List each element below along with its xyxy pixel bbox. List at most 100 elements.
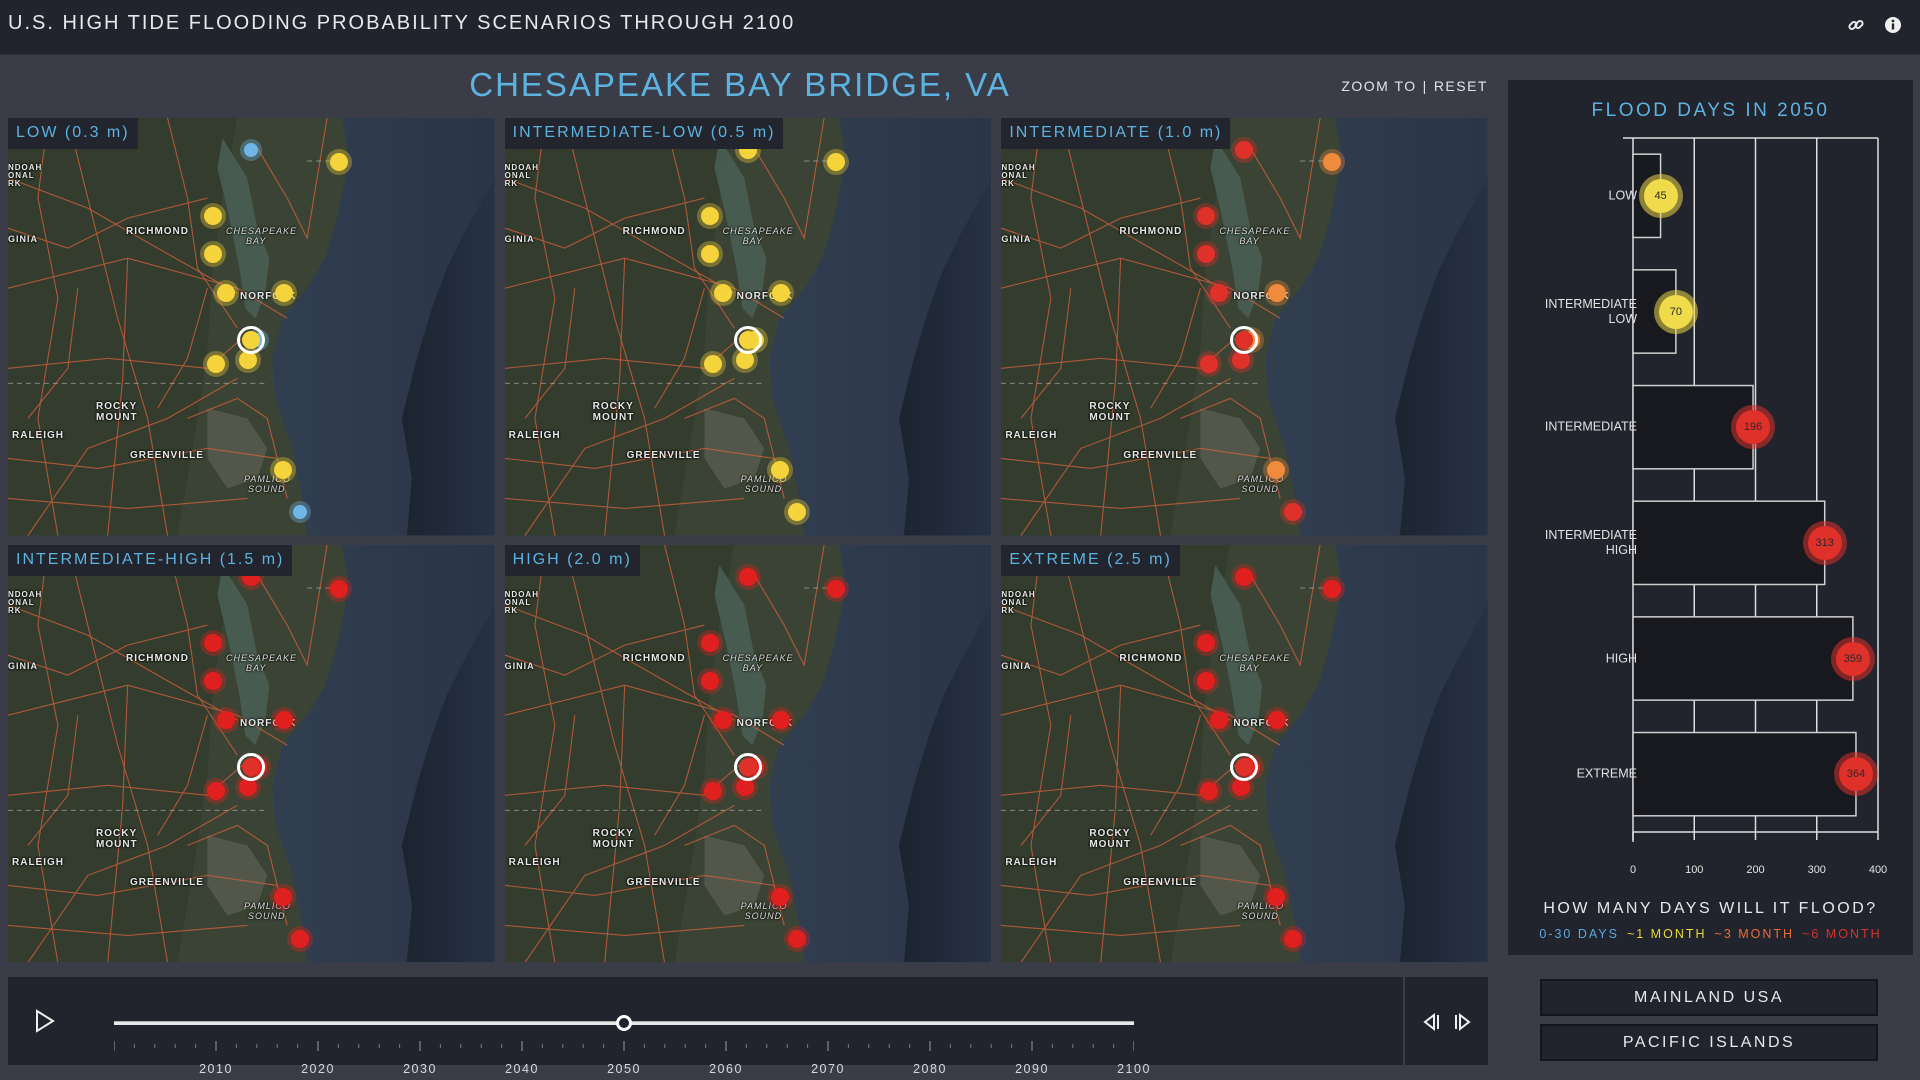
- selected-station-ring[interactable]: [1230, 752, 1259, 781]
- tide-gauge-marker[interactable]: [1268, 284, 1287, 302]
- step-forward-button[interactable]: [1451, 1011, 1473, 1033]
- selected-station-ring[interactable]: [733, 326, 762, 354]
- scenario-map-1[interactable]: LOW (0.3 m) NDOAH ONAL RK GINIA RICHMOND…: [8, 118, 495, 536]
- tide-gauge-marker[interactable]: [207, 355, 225, 373]
- bar[interactable]: [1632, 384, 1754, 470]
- tide-gauge-marker[interactable]: [1267, 461, 1286, 479]
- pacific-islands-button[interactable]: PACIFIC ISLANDS: [1540, 1024, 1878, 1061]
- tide-gauge-marker[interactable]: [738, 567, 757, 586]
- tide-gauge-marker[interactable]: [204, 245, 222, 263]
- mainland-usa-button[interactable]: MAINLAND USA: [1540, 979, 1878, 1016]
- tide-gauge-marker[interactable]: [330, 579, 348, 598]
- selected-station-ring[interactable]: [733, 752, 762, 781]
- selected-station-ring[interactable]: [1230, 326, 1259, 354]
- tide-gauge-marker[interactable]: [1197, 207, 1216, 225]
- bar[interactable]: [1632, 616, 1854, 701]
- tide-gauge-marker[interactable]: [713, 284, 732, 302]
- bar[interactable]: [1632, 500, 1826, 586]
- tide-gauge-marker[interactable]: [1197, 671, 1216, 690]
- tide-gauge-marker[interactable]: [204, 207, 222, 225]
- tide-gauge-marker[interactable]: [275, 284, 293, 302]
- tide-gauge-marker[interactable]: [1268, 710, 1287, 729]
- tide-gauge-marker[interactable]: [770, 461, 789, 479]
- tide-gauge-marker[interactable]: [207, 781, 225, 800]
- tide-gauge-marker[interactable]: [1197, 245, 1216, 263]
- tide-gauge-marker[interactable]: [1232, 351, 1251, 369]
- tide-gauge-marker[interactable]: [787, 503, 806, 521]
- tide-gauge-marker[interactable]: [1284, 929, 1303, 948]
- value-bubble[interactable]: 364: [1838, 757, 1873, 792]
- bar[interactable]: [1632, 731, 1857, 817]
- tide-gauge-marker[interactable]: [1200, 781, 1219, 800]
- tide-gauge-marker[interactable]: [275, 710, 293, 729]
- tide-gauge-marker[interactable]: [217, 284, 235, 302]
- tide-gauge-marker[interactable]: [1232, 777, 1251, 796]
- scenario-map-3[interactable]: INTERMEDIATE (1.0 m) NDOAH ONAL RK GINIA…: [1001, 118, 1488, 536]
- scenario-label: INTERMEDIATE (1.0 m): [1001, 118, 1231, 149]
- tide-gauge-marker[interactable]: [330, 153, 348, 171]
- tide-gauge-marker[interactable]: [1323, 579, 1342, 598]
- tide-gauge-marker[interactable]: [274, 461, 292, 479]
- value-bubble[interactable]: 313: [1807, 525, 1842, 560]
- tide-gauge-marker[interactable]: [771, 284, 790, 302]
- place-label: BAY: [742, 236, 763, 246]
- place-label: GINIA: [8, 234, 39, 244]
- tide-gauge-marker[interactable]: [274, 887, 292, 906]
- place-label: SOUND: [248, 910, 286, 921]
- year-slider-thumb[interactable]: [616, 1015, 632, 1031]
- selected-station-ring[interactable]: [237, 326, 265, 354]
- tide-gauge-marker[interactable]: [1210, 710, 1229, 729]
- place-label: NORFOLK: [1233, 717, 1290, 729]
- tide-gauge-marker[interactable]: [735, 351, 754, 369]
- tide-gauge-marker[interactable]: [703, 355, 722, 373]
- tide-gauge-marker[interactable]: [239, 351, 257, 369]
- tide-gauge-marker[interactable]: [826, 153, 845, 171]
- step-back-button[interactable]: [1421, 1011, 1443, 1033]
- value-bubble[interactable]: 45: [1643, 178, 1678, 213]
- tide-gauge-marker[interactable]: [244, 143, 258, 157]
- tide-gauge-marker[interactable]: [217, 710, 235, 729]
- selected-station-ring[interactable]: [237, 752, 265, 781]
- tide-gauge-marker[interactable]: [1210, 284, 1229, 302]
- tide-gauge-marker[interactable]: [826, 579, 845, 598]
- tide-gauge-marker[interactable]: [713, 710, 732, 729]
- scenario-map-2[interactable]: INTERMEDIATE-LOW (0.5 m) NDOAH ONAL RK G…: [504, 118, 992, 536]
- tide-gauge-marker[interactable]: [770, 887, 789, 906]
- tide-gauge-marker[interactable]: [1284, 503, 1303, 521]
- zoom-to-link[interactable]: ZOOM TO: [1341, 78, 1417, 94]
- tide-gauge-marker[interactable]: [291, 929, 309, 948]
- scenario-map-6[interactable]: EXTREME (2.5 m) NDOAH ONAL RK GINIA RICH…: [1001, 544, 1488, 962]
- tide-gauge-marker[interactable]: [1323, 153, 1342, 171]
- tide-gauge-marker[interactable]: [700, 671, 719, 690]
- link-icon[interactable]: [1845, 14, 1867, 36]
- tide-gauge-marker[interactable]: [771, 710, 790, 729]
- scenario-map-4[interactable]: INTERMEDIATE-HIGH (1.5 m) NDOAH ONAL RK …: [8, 544, 495, 962]
- tide-gauge-marker[interactable]: [787, 929, 806, 948]
- scenario-map-5[interactable]: HIGH (2.0 m) NDOAH ONAL RK GINIA RICHMON…: [504, 544, 992, 962]
- tide-gauge-marker[interactable]: [1197, 633, 1216, 652]
- year-label: 2030: [403, 1062, 437, 1076]
- value-bubble[interactable]: 359: [1835, 641, 1870, 676]
- tide-gauge-marker[interactable]: [700, 633, 719, 652]
- tide-gauge-marker[interactable]: [703, 781, 722, 800]
- value-bubble[interactable]: 196: [1736, 410, 1771, 445]
- reset-link[interactable]: RESET: [1433, 78, 1488, 94]
- tide-gauge-marker[interactable]: [700, 207, 719, 225]
- tide-gauge-marker[interactable]: [735, 777, 754, 796]
- x-axis-tick-label: 100: [1685, 864, 1704, 876]
- place-label: NDOAH: [504, 589, 539, 599]
- tide-gauge-marker[interactable]: [204, 633, 222, 652]
- tide-gauge-marker[interactable]: [1267, 887, 1286, 906]
- tide-gauge-marker[interactable]: [1235, 141, 1254, 159]
- info-icon[interactable]: [1882, 14, 1904, 36]
- tide-gauge-marker[interactable]: [204, 671, 222, 690]
- tide-gauge-marker[interactable]: [239, 777, 257, 796]
- tide-gauge-marker[interactable]: [293, 505, 307, 519]
- play-button[interactable]: [30, 1007, 58, 1035]
- tide-gauge-marker[interactable]: [700, 245, 719, 263]
- value-bubble[interactable]: 70: [1658, 294, 1693, 329]
- scenario-label: HIGH (2.0 m): [504, 544, 640, 576]
- tide-gauge-marker[interactable]: [1235, 567, 1254, 586]
- place-label: GREENVILLE: [626, 450, 701, 461]
- tide-gauge-marker[interactable]: [1200, 355, 1219, 373]
